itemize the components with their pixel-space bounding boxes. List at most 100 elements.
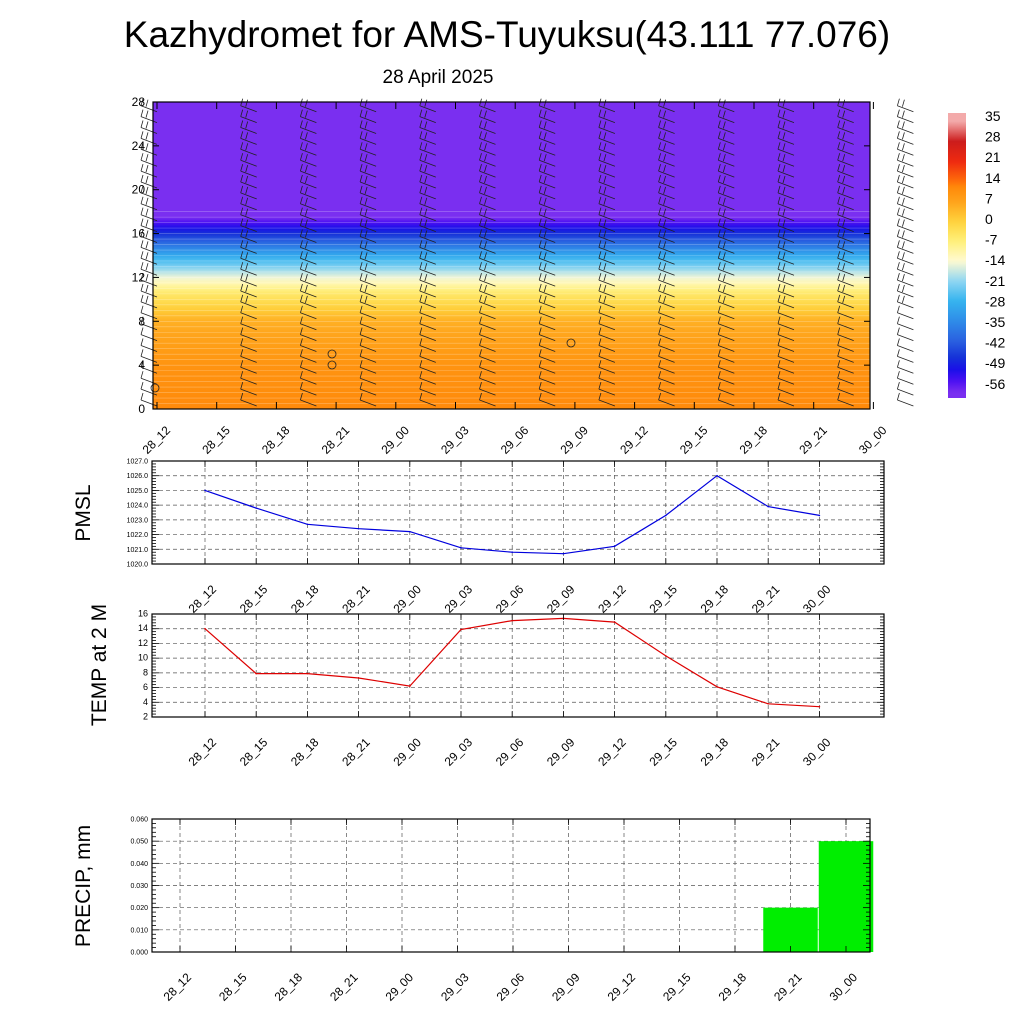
wind-barb-shaft bbox=[140, 236, 158, 243]
wind-barb-shaft bbox=[300, 247, 317, 254]
wind-barb-flag bbox=[145, 99, 149, 107]
y-tick-label: 0.020 bbox=[130, 905, 148, 912]
y-tick-label: 0.060 bbox=[130, 817, 148, 824]
wind-barb-flag bbox=[424, 175, 428, 184]
wind-barb-shaft bbox=[897, 279, 914, 287]
wind-barb-shaft bbox=[359, 334, 377, 341]
wind-barb bbox=[897, 120, 914, 134]
wind-barb-flag bbox=[897, 196, 900, 204]
wind-barb bbox=[837, 294, 854, 309]
temp2m-data-point bbox=[357, 677, 360, 679]
wind-barb-flag bbox=[897, 240, 900, 248]
wind-barb-flag bbox=[777, 338, 781, 346]
wind-barb-flag bbox=[240, 316, 244, 324]
wind-barb-flag bbox=[837, 229, 841, 237]
wind-barb bbox=[717, 327, 735, 341]
wind-barb bbox=[240, 196, 257, 211]
wind-barb-flag bbox=[777, 229, 781, 237]
wind-barb-flag bbox=[598, 109, 602, 117]
wind-barb-flag bbox=[717, 109, 721, 117]
colorbar: 35 28 21 14 7 0 -7 -14 -21 -28 -35 -42 -49 -56 bbox=[948, 108, 1005, 398]
wind-barb-flag bbox=[837, 371, 841, 379]
wind-barb-shaft bbox=[479, 399, 496, 407]
wind-barb-flag bbox=[419, 371, 423, 379]
wind-barb-flag bbox=[240, 196, 244, 204]
wind-barb-flag bbox=[359, 272, 363, 281]
wind-barb bbox=[240, 316, 257, 331]
wind-barb-flag bbox=[782, 295, 786, 304]
wind-barb-flag bbox=[305, 154, 308, 162]
wind-barb-flag bbox=[359, 294, 363, 303]
wind-barb-shaft bbox=[658, 170, 675, 178]
y-tick-label: 0.040 bbox=[130, 861, 148, 868]
wind-barb bbox=[300, 283, 317, 298]
wind-barb bbox=[897, 185, 914, 200]
wind-barb-flag bbox=[658, 229, 661, 237]
wind-barb-shaft bbox=[658, 388, 675, 396]
wind-barb-shaft bbox=[140, 192, 158, 200]
wind-barb-flag bbox=[598, 185, 602, 194]
wind-barb-shaft bbox=[718, 203, 735, 211]
wind-barb bbox=[717, 381, 735, 396]
wind-barb-shaft bbox=[140, 290, 158, 298]
wind-barb-flag bbox=[543, 284, 547, 293]
wind-barb-shaft bbox=[718, 366, 735, 374]
wind-barb-flag bbox=[479, 185, 482, 194]
wind-barb bbox=[837, 174, 854, 189]
wind-barb-flag bbox=[538, 218, 542, 226]
wind-barb bbox=[777, 207, 795, 222]
wind-barb-flag bbox=[538, 305, 542, 313]
wind-barb-shaft bbox=[419, 356, 436, 363]
wind-barb-shaft bbox=[359, 148, 377, 156]
wind-barb bbox=[240, 381, 257, 396]
wind-barb-shaft bbox=[419, 388, 436, 396]
x-tick-label: 28_15 bbox=[199, 423, 233, 457]
wind-barb-flag bbox=[140, 109, 144, 117]
wind-barb bbox=[897, 262, 914, 276]
wind-barb-shaft bbox=[140, 323, 158, 331]
pmsl-data-point bbox=[460, 547, 462, 549]
wind-barb-flag bbox=[658, 142, 661, 150]
wind-barb-shaft bbox=[479, 236, 496, 243]
wind-barb-flag bbox=[543, 208, 547, 216]
wind-barb-shaft bbox=[718, 148, 735, 156]
wind-barb bbox=[479, 142, 496, 156]
wind-barb bbox=[598, 327, 616, 341]
wind-barb bbox=[897, 294, 914, 309]
wind-barb-shaft bbox=[140, 159, 158, 167]
x-tick-label: 29_03 bbox=[442, 582, 476, 616]
wind-barb-flag bbox=[245, 208, 249, 216]
wind-barb-flag bbox=[782, 186, 786, 195]
wind-barb-shaft bbox=[837, 138, 854, 145]
wind-barb-flag bbox=[538, 316, 542, 324]
wind-barb-shaft bbox=[300, 148, 317, 156]
wind-barb-shaft bbox=[479, 290, 496, 298]
wind-barb-shaft bbox=[140, 116, 158, 123]
wind-barb-shaft bbox=[837, 170, 854, 178]
wind-barb-shaft bbox=[598, 203, 616, 211]
wind-barb bbox=[717, 218, 735, 232]
wind-barb-flag bbox=[902, 110, 905, 118]
wind-barb-shaft bbox=[479, 268, 496, 276]
wind-barb-flag bbox=[598, 327, 602, 335]
wind-barb-flag bbox=[837, 218, 841, 226]
x-tick-label: 28_21 bbox=[327, 970, 361, 1004]
profile-panel: 0 4 8 12 16 20 24 28 28_12 28_15 28_18 28_21 29_00 2… bbox=[132, 95, 914, 457]
wind-barb-flag bbox=[598, 251, 602, 259]
wind-barb bbox=[240, 174, 257, 189]
wind-barb-flag bbox=[140, 207, 144, 215]
wind-barb-flag bbox=[484, 252, 487, 260]
wind-barb-flag bbox=[658, 240, 661, 248]
wind-barb bbox=[240, 251, 257, 265]
wind-barb-flag bbox=[777, 131, 781, 139]
wind-barb-shaft bbox=[140, 301, 158, 309]
wind-barb-flag bbox=[484, 154, 487, 162]
wind-barb bbox=[419, 338, 436, 352]
wind-barb-shaft bbox=[598, 301, 616, 309]
wind-barb-shaft bbox=[658, 356, 675, 363]
wind-barb-shaft bbox=[658, 301, 675, 309]
wind-barb-flag bbox=[359, 262, 363, 270]
wind-barb-shaft bbox=[539, 105, 556, 113]
temp2m-data-point bbox=[511, 619, 513, 622]
